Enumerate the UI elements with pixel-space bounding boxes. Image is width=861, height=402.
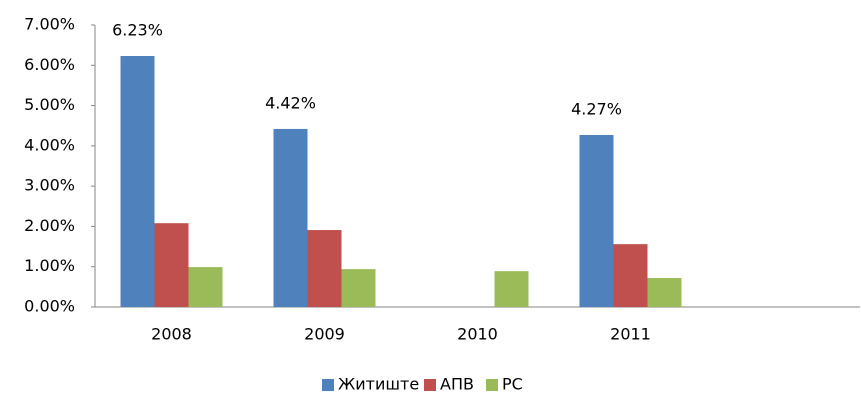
legend-label: АПВ bbox=[440, 375, 474, 394]
x-tick-label: 2009 bbox=[304, 325, 345, 344]
bar bbox=[579, 134, 614, 307]
data-label: 6.23% bbox=[112, 21, 163, 40]
legend-swatch bbox=[322, 379, 334, 391]
y-tick-label: 7.00% bbox=[24, 15, 75, 34]
bar bbox=[647, 277, 682, 307]
y-tick-label: 2.00% bbox=[24, 216, 75, 235]
x-tick-label: 2011 bbox=[610, 325, 651, 344]
bar bbox=[613, 244, 648, 307]
legend-swatch bbox=[424, 379, 436, 391]
data-label: 4.42% bbox=[265, 93, 316, 112]
bar bbox=[273, 128, 308, 307]
bar bbox=[494, 271, 529, 307]
y-tick-label: 5.00% bbox=[24, 95, 75, 114]
y-tick-label: 6.00% bbox=[24, 55, 75, 74]
legend-label: РС bbox=[502, 375, 523, 394]
y-tick-label: 1.00% bbox=[24, 256, 75, 275]
y-tick-label: 3.00% bbox=[24, 176, 75, 195]
bar bbox=[341, 269, 376, 307]
bar bbox=[120, 56, 155, 307]
bar bbox=[154, 223, 189, 307]
legend-label: Житиште bbox=[338, 375, 419, 394]
y-tick-label: 0.00% bbox=[24, 297, 75, 316]
y-tick-label: 4.00% bbox=[24, 135, 75, 154]
x-tick-label: 2008 bbox=[151, 325, 192, 344]
legend-swatch bbox=[486, 379, 498, 391]
x-tick-label: 2010 bbox=[457, 325, 498, 344]
data-label: 4.27% bbox=[571, 99, 622, 118]
bar bbox=[307, 230, 342, 307]
bar bbox=[188, 267, 223, 307]
